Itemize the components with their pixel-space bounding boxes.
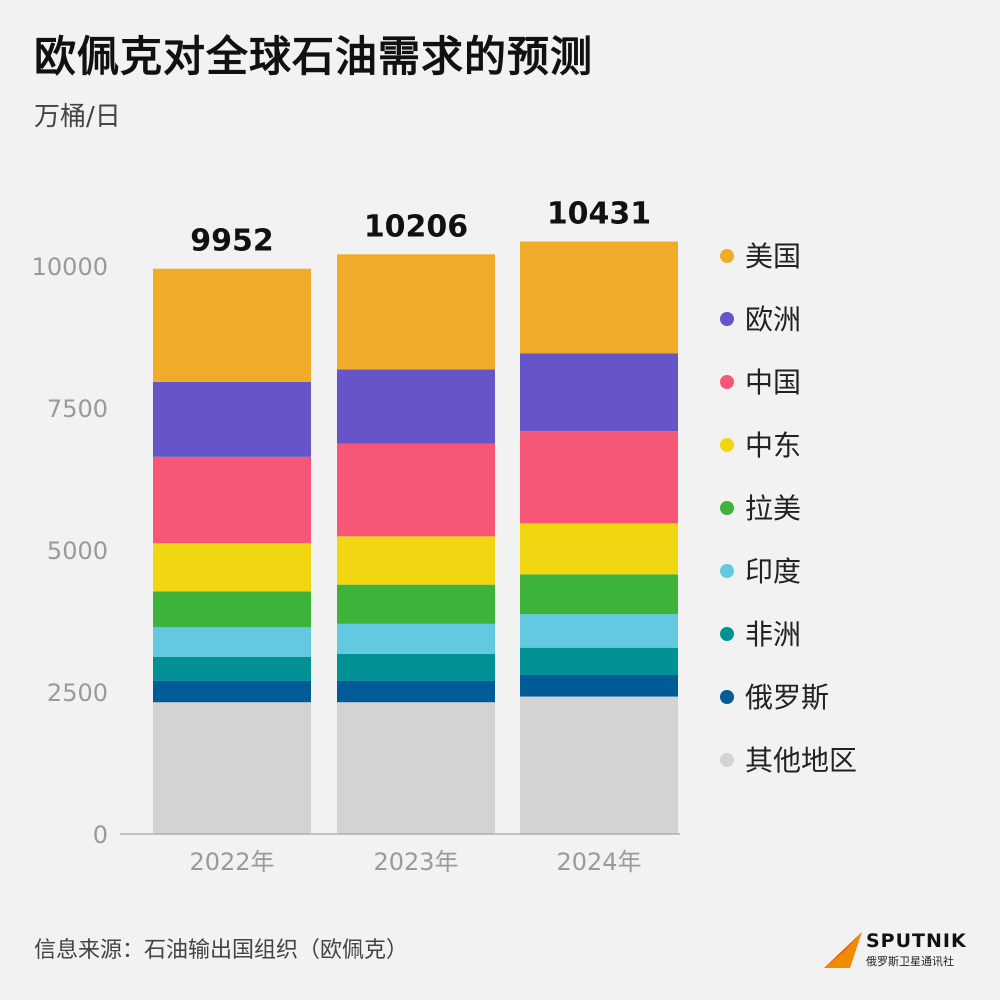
bar-segment xyxy=(153,702,311,834)
y-tick-label: 7500 xyxy=(47,395,108,423)
bar-segment xyxy=(153,543,311,592)
bar-segment xyxy=(153,680,311,703)
bar-segment xyxy=(337,369,495,444)
legend-marker xyxy=(720,753,734,767)
x-tick-label: 2022年 xyxy=(189,848,274,876)
bar-segment xyxy=(337,653,495,681)
bar-segment xyxy=(153,591,311,628)
legend-label: 俄罗斯 xyxy=(745,681,829,714)
y-tick-label: 2500 xyxy=(47,679,108,707)
y-tick-label: 0 xyxy=(93,821,108,849)
legend-marker xyxy=(720,375,734,389)
bar-segment xyxy=(520,674,678,697)
legend-marker xyxy=(720,564,734,578)
y-tick-label: 10000 xyxy=(32,253,108,281)
total-label: 10431 xyxy=(547,197,651,232)
x-tick-label: 2023年 xyxy=(373,848,458,876)
source-note: 信息来源：石油输出国组织（欧佩克） xyxy=(34,938,409,963)
chart-title: 欧佩克对全球石油需求的预测 xyxy=(34,32,594,81)
bar-segment xyxy=(337,443,495,537)
y-tick-label: 5000 xyxy=(47,537,108,565)
logo-subtitle: 俄罗斯卫星通讯社 xyxy=(866,955,954,968)
bar-segment xyxy=(153,381,311,457)
bar-segment xyxy=(520,574,678,615)
total-label: 9952 xyxy=(190,224,274,259)
legend-label: 印度 xyxy=(745,555,801,588)
total-label: 10206 xyxy=(364,209,468,244)
sputnik-logo-icon xyxy=(824,932,862,968)
x-tick-label: 2024年 xyxy=(556,848,641,876)
legend-label: 美国 xyxy=(745,240,801,273)
bar-segment xyxy=(337,536,495,585)
legend-label: 中东 xyxy=(745,429,801,462)
legend-label: 其他地区 xyxy=(745,744,857,777)
logo-name: SPUTNIK xyxy=(866,930,967,952)
bar-segment xyxy=(520,431,678,524)
bar-segment xyxy=(520,241,678,354)
legend-label: 非洲 xyxy=(745,618,801,651)
bar-segment xyxy=(153,656,311,681)
bar-segment xyxy=(520,647,678,675)
bar-segment xyxy=(337,680,495,703)
legend-label: 欧洲 xyxy=(745,303,801,336)
bar-segment xyxy=(337,702,495,834)
legend-marker xyxy=(720,438,734,452)
legend-marker xyxy=(720,312,734,326)
bar-segment xyxy=(337,584,495,624)
x-axis: 2022年 2023年 2024年 xyxy=(120,833,680,876)
bar-segment xyxy=(337,623,495,654)
legend-marker xyxy=(720,249,734,263)
bar-segment xyxy=(153,627,311,657)
bar-segment xyxy=(153,268,311,382)
bar-segment xyxy=(520,614,678,648)
bar-segment xyxy=(153,456,311,544)
legend-label: 中国 xyxy=(745,366,801,399)
bar-segment xyxy=(520,523,678,575)
legend-marker xyxy=(720,627,734,641)
bars-group xyxy=(153,241,678,834)
legend-marker xyxy=(720,690,734,704)
bar-segment xyxy=(520,696,678,834)
y-axis: 0 2500 5000 7500 10000 xyxy=(32,253,108,849)
legend-label: 拉美 xyxy=(745,492,801,525)
bar-segment xyxy=(520,353,678,432)
sputnik-logo: SPUTNIK 俄罗斯卫星通讯社 xyxy=(822,928,972,972)
bar-segment xyxy=(337,254,495,370)
chart-unit-label: 万桶/日 xyxy=(34,102,121,132)
total-labels: 9952 10206 10431 xyxy=(190,197,651,259)
legend-marker xyxy=(720,501,734,515)
